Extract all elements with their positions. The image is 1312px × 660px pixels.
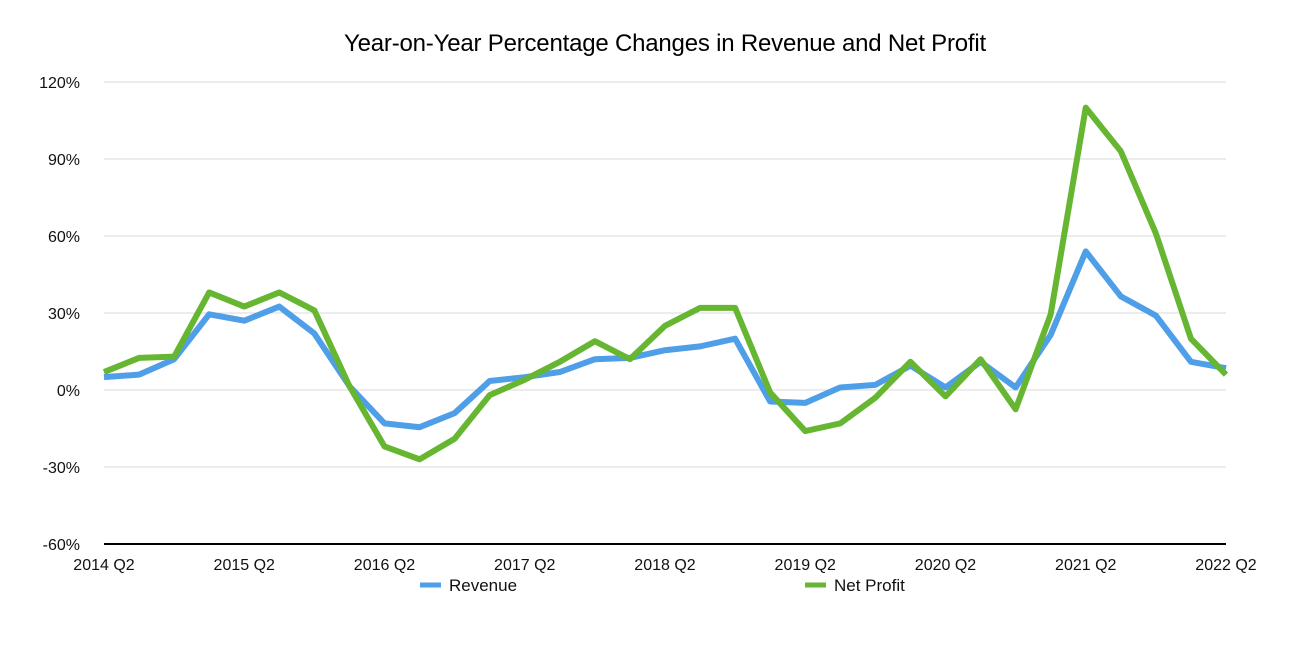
y-tick-label: 90% [48, 152, 80, 169]
y-tick-label: -60% [43, 537, 80, 554]
y-tick-label: -30% [43, 460, 80, 477]
legend-item-net-profit: Net Profit [805, 576, 905, 595]
x-tick-label: 2022 Q2 [1195, 557, 1256, 574]
x-tick-label: 2020 Q2 [915, 557, 976, 574]
x-tick-label: 2014 Q2 [73, 557, 134, 574]
x-tick-label: 2017 Q2 [494, 557, 555, 574]
y-tick-label: 60% [48, 229, 80, 246]
series-lines [102, 104, 1229, 463]
y-axis-tick-labels: 120% 90% 60% 30% 0% -30% -60% [39, 75, 80, 554]
x-tick-label: 2019 Q2 [775, 557, 836, 574]
x-tick-label: 2021 Q2 [1055, 557, 1116, 574]
x-axis-tick-labels: 2014 Q2 2015 Q2 2016 Q2 2017 Q2 2018 Q2 2019 … [73, 557, 1256, 574]
x-tick-label: 2015 Q2 [214, 557, 275, 574]
y-tick-label: 30% [48, 306, 80, 323]
x-tick-label: 2016 Q2 [354, 557, 415, 574]
y-tick-label: 120% [39, 75, 80, 92]
legend-label: Net Profit [834, 576, 905, 595]
y-tick-label: 0% [57, 383, 80, 400]
series-line-net-profit [102, 104, 1229, 463]
legend: Revenue Net Profit [420, 576, 905, 595]
chart-title: Year-on-Year Percentage Changes in Reven… [344, 30, 986, 57]
x-tick-label: 2018 Q2 [634, 557, 695, 574]
legend-item-revenue: Revenue [420, 576, 517, 595]
legend-label: Revenue [449, 576, 517, 595]
